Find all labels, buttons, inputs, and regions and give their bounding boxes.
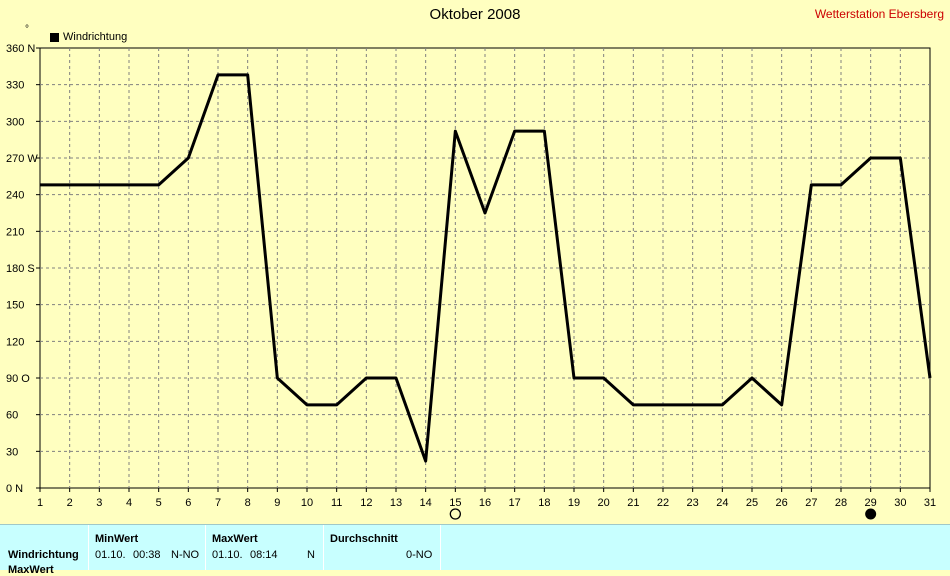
x-tick-label: 11	[331, 497, 342, 509]
x-tick-label: 31	[924, 497, 936, 509]
x-tick-label: 17	[509, 497, 521, 509]
x-tick-label: 24	[716, 497, 728, 509]
x-tick-label: 26	[776, 497, 788, 509]
x-tick-label: 28	[835, 497, 847, 509]
x-tick-label: 16	[479, 497, 491, 509]
min-date: 01.10.	[95, 549, 126, 561]
x-tick-label: 22	[657, 497, 669, 509]
max-date: 01.10.	[212, 549, 243, 561]
min-value: N-NO	[171, 549, 199, 561]
footer-row-label-2: MaxWert	[8, 564, 54, 576]
y-tick-label: 120	[6, 336, 24, 348]
x-tick-label: 1	[37, 497, 43, 509]
x-tick-label: 21	[627, 497, 639, 509]
x-tick-label: 12	[360, 497, 372, 509]
footer-label-column: Windrichtung MaxWert	[0, 525, 89, 570]
x-tick-label: 23	[687, 497, 699, 509]
footer-max-column: MaxWert 01.10. 08:14 N	[206, 525, 324, 570]
max-header: MaxWert	[212, 533, 258, 545]
x-tick-label: 25	[746, 497, 758, 509]
x-tick-label: 4	[126, 497, 132, 509]
x-tick-label: 29	[865, 497, 877, 509]
x-tick-label: 15	[449, 497, 461, 509]
footer-avg-column: Durchschnitt 0-NO	[324, 525, 441, 570]
x-tick-label: 8	[245, 497, 251, 509]
x-tick-label: 18	[538, 497, 550, 509]
y-tick-label: 240	[6, 190, 24, 202]
x-tick-label: 20	[598, 497, 610, 509]
y-tick-label: 270 W	[6, 153, 38, 165]
y-tick-label: 30	[6, 446, 18, 458]
y-tick-label: 0 N	[6, 483, 23, 495]
y-tick-label: 150	[6, 300, 24, 312]
new-moon-icon	[866, 509, 876, 519]
min-header: MinWert	[95, 533, 138, 545]
x-tick-label: 3	[96, 497, 102, 509]
x-tick-label: 19	[568, 497, 580, 509]
x-tick-label: 27	[805, 497, 817, 509]
max-time: 08:14	[250, 549, 278, 561]
y-tick-label: 180 S	[6, 263, 35, 275]
stats-footer: Windrichtung MaxWert MinWert 01.10. 00:3…	[0, 524, 950, 570]
y-tick-label: 90 O	[6, 373, 30, 385]
avg-value: 0-NO	[406, 549, 432, 561]
min-time: 00:38	[133, 549, 161, 561]
y-tick-label: 330	[6, 80, 24, 92]
x-tick-label: 5	[156, 497, 162, 509]
x-tick-label: 9	[274, 497, 280, 509]
x-tick-label: 30	[894, 497, 906, 509]
x-tick-label: 2	[67, 497, 73, 509]
x-tick-label: 14	[420, 497, 432, 509]
x-tick-label: 10	[301, 497, 313, 509]
x-tick-label: 7	[215, 497, 221, 509]
full-moon-icon	[450, 509, 460, 519]
x-tick-label: 6	[185, 497, 191, 509]
x-tick-label: 13	[390, 497, 402, 509]
footer-row-label: Windrichtung	[8, 549, 79, 561]
y-tick-label: 60	[6, 410, 18, 422]
y-tick-label: 360 N	[6, 43, 35, 55]
max-value: N	[307, 549, 315, 561]
y-tick-label: 300	[6, 116, 24, 128]
y-tick-label: 210	[6, 226, 24, 238]
footer-min-column: MinWert 01.10. 00:38 N-NO	[89, 525, 206, 570]
avg-header: Durchschnitt	[330, 533, 398, 545]
